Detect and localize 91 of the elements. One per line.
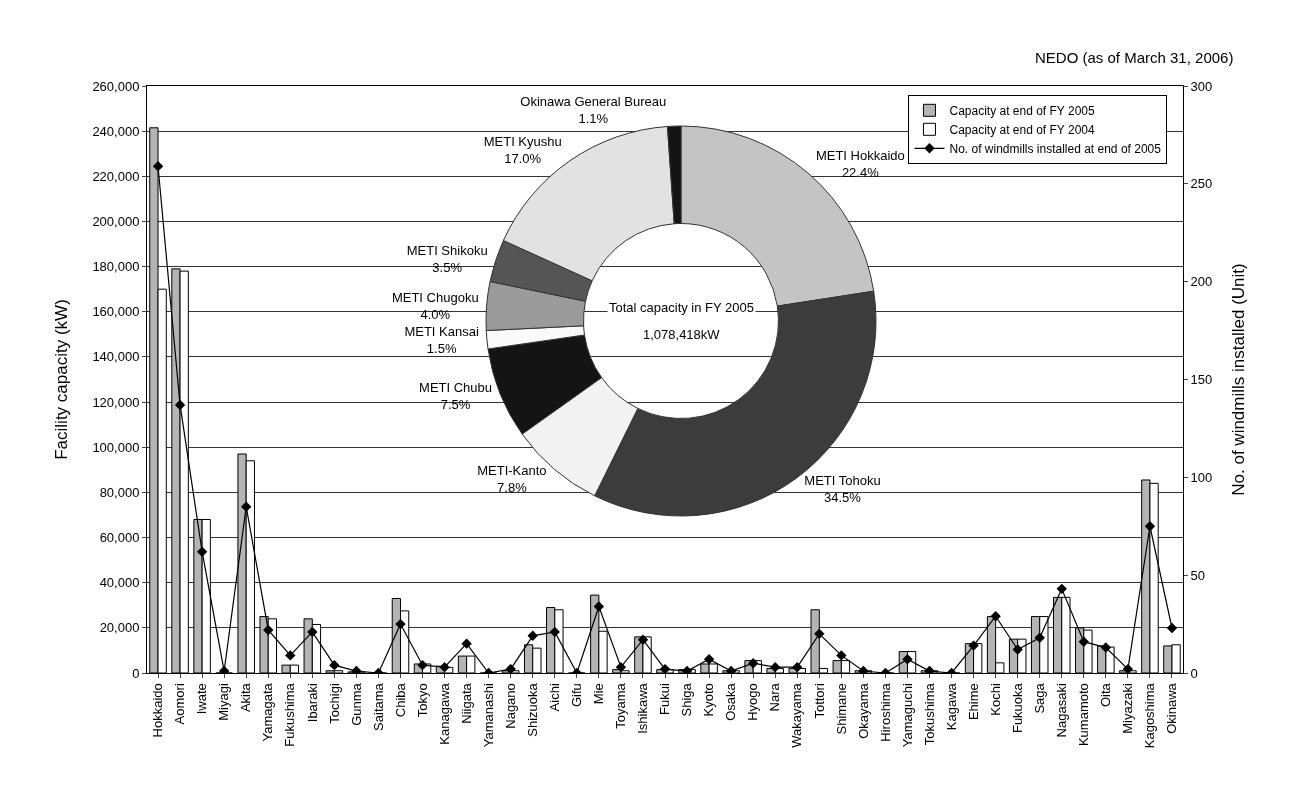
y-tick-label: 200,000 <box>92 214 140 230</box>
x-tick-label: Shiga <box>679 682 695 717</box>
x-tick-label: Tochigi <box>326 683 342 724</box>
slice-label: METI Hokkaido <box>815 147 905 163</box>
y-tick-label: 60,000 <box>99 530 140 546</box>
x-tick-label: Fukui <box>657 683 673 715</box>
x-tick-label: Yamanashi <box>480 683 496 748</box>
x-tick-label: Ibaraki <box>304 683 320 723</box>
y-tick-label: 20,000 <box>99 620 140 636</box>
data-label: 1.5% <box>426 340 457 356</box>
y-tick-label: 160,000 <box>92 304 140 320</box>
y-tick-label: 100,000 <box>92 439 140 455</box>
x-tick-label: Akita <box>238 682 254 713</box>
x-tick-label: Tokyo <box>414 683 430 718</box>
x-tick-label: Miyazaki <box>1120 683 1136 734</box>
x-tick-label: Chiba <box>392 682 408 718</box>
data-label: 17.0% <box>504 151 542 167</box>
slice-label: METI Kyushu <box>483 134 562 150</box>
x-tick-label: Oita <box>1098 682 1114 708</box>
y-tick-label: 40,000 <box>99 575 140 591</box>
x-tick-label: Kanagawa <box>436 682 452 745</box>
y2-tick-label: 50 <box>1190 567 1206 583</box>
legend-label: Capacity at end of FY 2004 <box>949 122 1095 137</box>
x-tick-label: Toyama <box>613 682 629 729</box>
x-tick-label: Gunma <box>348 682 364 726</box>
slice-label: METI Kansai <box>404 323 479 339</box>
x-tick-label: Iwate <box>194 683 210 715</box>
y2-tick-label: 200 <box>1190 274 1213 290</box>
y2-tick-label: 250 <box>1190 176 1213 192</box>
y2-tick-label: 100 <box>1190 469 1213 485</box>
x-tick-label: Niigata <box>458 682 474 724</box>
x-tick-label: Shizuoka <box>524 682 540 737</box>
x-tick-label: Yamaguchi <box>899 683 915 748</box>
x-tick-label: Shimane <box>833 683 849 735</box>
x-tick-label: Kochi <box>987 683 1003 716</box>
y-axis-title: Facility capacity (kW) <box>51 299 71 460</box>
x-tick-label: Miyagi <box>216 683 232 721</box>
x-tick-label: Nagasaki <box>1053 683 1069 738</box>
slice-label: METI-Kanto <box>477 462 547 478</box>
y2-tick-label: 0 <box>1190 665 1198 681</box>
legend-label: No. of windmills installed at end of 2005 <box>949 141 1162 156</box>
slice-label: METI Chugoku <box>391 289 479 305</box>
x-tick-label: Tottori <box>811 683 827 719</box>
x-tick-label: Aichi <box>547 683 563 712</box>
x-tick-label: Tokushima <box>921 682 937 746</box>
data-label: 1.1% <box>578 111 609 127</box>
y-tick-label: 0 <box>132 665 140 681</box>
y-tick-label: 260,000 <box>92 78 140 94</box>
x-tick-label: Kagawa <box>943 682 959 731</box>
y-tick-label: 220,000 <box>92 168 140 184</box>
x-tick-label: Osaka <box>723 682 739 721</box>
slice-label: METI Chubu <box>419 379 493 395</box>
text: NEDO (as of March 31, 2006) <box>1035 49 1234 66</box>
x-tick-label: Saitama <box>370 682 386 731</box>
x-tick-label: Kyoto <box>701 683 717 717</box>
x-tick-label: Hokkaido <box>150 683 166 738</box>
y-tick-label: 180,000 <box>92 259 140 275</box>
x-tick-label: Yamagata <box>260 682 276 742</box>
x-tick-label: Okinawa <box>1164 682 1180 734</box>
x-tick-label: Kagoshima <box>1142 682 1158 749</box>
slice-label: Okinawa General Bureau <box>520 94 667 110</box>
x-tick-label: Kumamoto <box>1076 683 1092 747</box>
y-tick-label: 120,000 <box>92 394 140 410</box>
slice-label: METI Shikoku <box>406 243 488 259</box>
x-tick-label: Aomori <box>172 683 188 725</box>
x-tick-label: Saga <box>1031 682 1047 714</box>
y-tick-label: 240,000 <box>92 123 140 139</box>
y-tick-label: 80,000 <box>99 484 140 500</box>
x-tick-label: Gifu <box>569 683 585 708</box>
x-tick-label: Okayama <box>855 682 871 739</box>
legend-label: Capacity at end of FY 2005 <box>949 103 1095 118</box>
annotation: 1,078,418kW <box>643 327 721 342</box>
annotation: Total capacity in FY 2005 <box>609 300 755 315</box>
x-tick-label: Fukuoka <box>1009 682 1025 734</box>
x-tick-label: Wakayama <box>789 682 805 748</box>
data-label: 34.5% <box>824 489 862 505</box>
x-tick-label: Nagano <box>502 683 518 729</box>
x-tick-label: Mie <box>591 683 607 705</box>
y2-tick-label: 300 <box>1190 78 1213 94</box>
x-tick-label: Ishikawa <box>635 682 651 734</box>
x-tick-label: Fukushima <box>282 682 298 747</box>
x-tick-label: Hyogo <box>745 683 761 721</box>
y2-tick-label: 150 <box>1190 372 1213 388</box>
x-tick-label: Ehime <box>965 683 981 721</box>
x-tick-label: Nara <box>767 682 783 712</box>
slice-label: METI Tohoku <box>804 472 881 488</box>
y-tick-label: 140,000 <box>92 349 140 365</box>
x-tick-label: Hiroshima <box>877 682 893 742</box>
data-label: 7.8% <box>497 479 528 495</box>
data-label: 22.4% <box>841 164 880 180</box>
y2-axis-title: No. of windmills installed (Unit) <box>1228 263 1248 496</box>
